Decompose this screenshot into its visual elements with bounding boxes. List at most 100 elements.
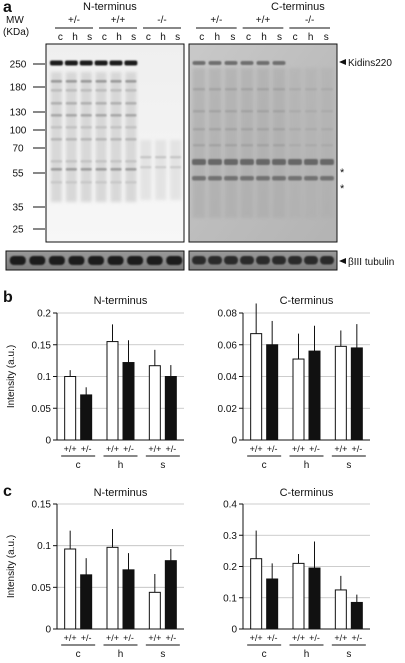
bar-genotype-label: +/- bbox=[267, 633, 278, 643]
tubulin-band-c-4 bbox=[256, 256, 270, 265]
bar-wildtype bbox=[148, 365, 161, 441]
bar-genotype-label: +/+ bbox=[148, 633, 161, 643]
tubulin-arrow-icon bbox=[339, 258, 346, 264]
minor-band-n-0-5 bbox=[50, 138, 62, 141]
chart-title: C-terminus bbox=[280, 295, 334, 307]
minor-band-n-2-6 bbox=[80, 160, 92, 163]
minor-band-n-0-6 bbox=[50, 160, 62, 163]
bar-wildtype bbox=[148, 591, 161, 630]
minor-band-c-2-1 bbox=[225, 110, 237, 113]
lane-label-c-2-0: c bbox=[293, 32, 298, 43]
mw-markers: 250 180 130 100 70 55 35 25 bbox=[10, 60, 45, 236]
tubulin-band-n-5 bbox=[107, 256, 124, 265]
band-45-c-4 bbox=[256, 176, 270, 181]
bar-heterozygous bbox=[80, 574, 93, 630]
minor-band-c-0-0 bbox=[193, 88, 205, 91]
bar-chart-c-n-terminus: 0 0.05 0.1 0.15 N-terminus Intensity (a.u.) +/… bbox=[6, 487, 184, 660]
lane-label-n-0-2: s bbox=[87, 32, 92, 43]
lane-label-n-0-0: c bbox=[58, 32, 63, 43]
y-tick-label: 0.3 bbox=[223, 531, 237, 542]
minor-band-n-3-8 bbox=[95, 181, 107, 184]
minor-band-c-1-0 bbox=[209, 88, 221, 91]
bar-wildtype bbox=[334, 345, 347, 441]
genotype-label-c-2: -/- bbox=[305, 15, 314, 26]
minor-band-c-3-2 bbox=[241, 128, 253, 131]
lane-label-n-2-1: h bbox=[160, 32, 166, 43]
minor-band-c-6-0 bbox=[289, 88, 301, 91]
minor-band-c-7-2 bbox=[305, 128, 317, 131]
minor-band-n-1-0 bbox=[65, 80, 77, 83]
panel-letter-a: a bbox=[3, 0, 12, 16]
band-45-c-3 bbox=[240, 176, 254, 181]
lane-label-c-0-1: h bbox=[215, 32, 221, 43]
lane-headers: +/-c h s+/+c h s-/-c h s+/-c h s+/+c h s-/-c h s bbox=[55, 15, 330, 43]
band-55-c-1 bbox=[208, 159, 222, 165]
minor-band-n-2-1 bbox=[80, 89, 92, 92]
bar-heterozygous bbox=[266, 344, 279, 441]
minor-band-c-4-2 bbox=[257, 128, 269, 131]
y-tick-label: 0.1 bbox=[37, 541, 51, 552]
bar-genotype-label: +/- bbox=[81, 444, 92, 454]
y-tick-label: 0 bbox=[231, 625, 237, 636]
blot-n-bands bbox=[49, 60, 182, 202]
tubulin-band-c-2 bbox=[224, 256, 238, 265]
minor-band-n-4-0 bbox=[110, 80, 122, 83]
kidins220-band-c-5 bbox=[272, 61, 286, 65]
blot-c-terminus bbox=[188, 43, 338, 243]
tubulin-band-n-3 bbox=[68, 256, 85, 265]
group-label: c bbox=[76, 460, 81, 471]
bar-wildtype bbox=[64, 376, 77, 441]
lane-smear-n-8 bbox=[170, 140, 182, 200]
band-45-c-7 bbox=[304, 176, 318, 181]
lane-label-n-2-0: c bbox=[146, 32, 151, 43]
mw-marker-55: 55 bbox=[12, 169, 24, 180]
minor-band-n-3-2 bbox=[95, 102, 107, 105]
minor-band-n-1-4 bbox=[65, 126, 77, 129]
bar-genotype-label: +/+ bbox=[106, 444, 119, 454]
minor-band-n-3-4 bbox=[95, 126, 107, 129]
group-label: s bbox=[160, 460, 165, 471]
band-55-c-2 bbox=[224, 159, 238, 165]
asterisk-1: * bbox=[340, 167, 345, 179]
genotype-label-n-0: +/- bbox=[68, 15, 80, 26]
minor-band-n-5-2 bbox=[125, 102, 137, 105]
bar-genotype-label: +/- bbox=[309, 444, 320, 454]
lane-label-n-2-2: s bbox=[175, 32, 180, 43]
kidins220-band-n-1 bbox=[64, 60, 78, 66]
minor-band-n-6-1 bbox=[140, 166, 152, 169]
mw-label-line1: MW bbox=[6, 15, 24, 26]
kidins220-band-n-3 bbox=[94, 60, 108, 66]
minor-band-n-3-3 bbox=[95, 114, 107, 117]
minor-band-n-2-3 bbox=[80, 114, 92, 117]
minor-band-n-3-0 bbox=[95, 80, 107, 83]
y-tick-label: 0.1 bbox=[37, 372, 51, 383]
bar-wildtype bbox=[250, 558, 263, 630]
bar-genotype-label: +/+ bbox=[250, 633, 263, 643]
genotype-label-n-2: -/- bbox=[157, 15, 166, 26]
minor-band-c-5-2 bbox=[273, 128, 285, 131]
lane-label-c-2-1: h bbox=[308, 32, 314, 43]
kidins220-band-c-1 bbox=[208, 61, 222, 65]
band-45-c-2 bbox=[224, 176, 238, 181]
lane-smear-n-4 bbox=[110, 72, 122, 202]
minor-band-n-1-1 bbox=[65, 89, 77, 92]
tubulin-band-c-0 bbox=[192, 256, 206, 265]
minor-band-n-5-1 bbox=[125, 89, 137, 92]
minor-band-n-3-6 bbox=[95, 160, 107, 163]
minor-band-n-1-5 bbox=[65, 138, 77, 141]
tubulin-band-c-5 bbox=[272, 256, 286, 265]
tubulin-band-n-1 bbox=[29, 256, 46, 265]
bar-genotype-label: +/- bbox=[165, 633, 176, 643]
minor-band-c-1-2 bbox=[209, 128, 221, 131]
minor-band-n-4-2 bbox=[110, 102, 122, 105]
minor-band-n-4-5 bbox=[110, 138, 122, 141]
band-45-c-6 bbox=[288, 176, 302, 181]
band-45-c-1 bbox=[208, 176, 222, 181]
bar-wildtype bbox=[64, 548, 77, 630]
minor-band-n-5-7 bbox=[125, 168, 137, 171]
group-label: s bbox=[160, 649, 165, 660]
bar-heterozygous bbox=[308, 350, 321, 441]
minor-band-c-8-3 bbox=[321, 144, 333, 147]
lane-smear-n-6 bbox=[140, 140, 152, 200]
y-tick-label: 0.02 bbox=[218, 404, 238, 415]
